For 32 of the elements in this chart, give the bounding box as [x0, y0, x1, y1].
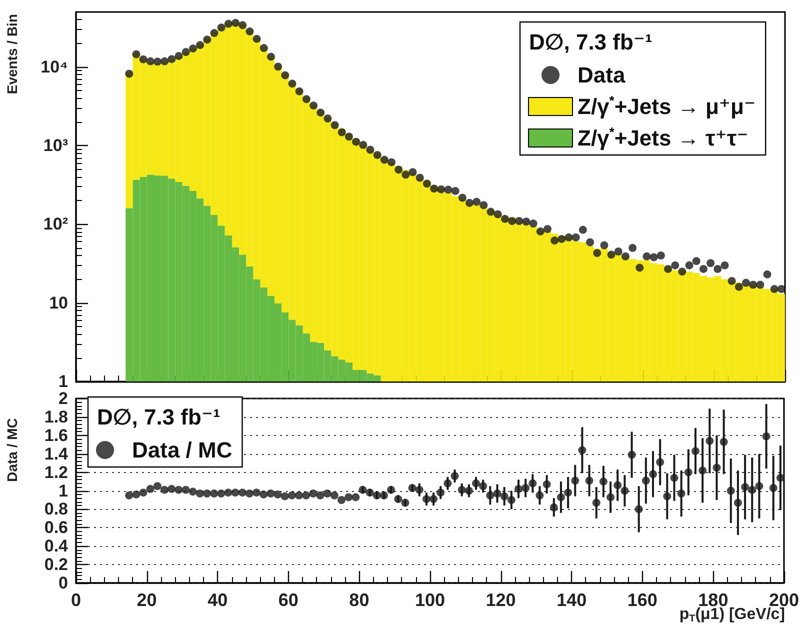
y-tick-label: 10²: [43, 214, 68, 234]
y-tick-label: 1.2: [44, 462, 68, 482]
y-tick-label: 2: [58, 389, 68, 408]
y-tick-label: 0.2: [44, 555, 68, 574]
x-tick-label: 40: [208, 590, 228, 610]
legend-title: D∅, 7.3 fb⁻¹: [97, 404, 220, 430]
x-tick-label: 20: [136, 590, 157, 610]
x-tick-label: 120: [486, 590, 516, 610]
y-tick-label: 0.6: [44, 518, 68, 538]
y-tick-label: 1.8: [44, 407, 68, 426]
y-tick-label: 1.6: [44, 426, 68, 445]
y-tick-label: 1: [58, 372, 68, 391]
y-axis-title: Data / MC: [4, 418, 20, 482]
y-axis-title: Events / Bin: [4, 14, 20, 94]
y-tick-label: 10⁴: [40, 57, 68, 76]
y-tick-label: 1.4: [44, 444, 69, 464]
x-tick-label: 60: [278, 590, 298, 610]
x-tick-label: 160: [627, 590, 658, 610]
x-tick-label: 100: [414, 590, 446, 610]
legend-label: Data: [578, 62, 626, 88]
y-tick-label: 0: [58, 574, 68, 592]
y-tick-label: 10: [49, 293, 68, 312]
y-tick-label: 1: [58, 481, 68, 500]
legend-label: Data / MC: [132, 438, 232, 462]
y-tick-label: 0.4: [44, 536, 69, 556]
x-tick-label: 80: [349, 590, 370, 610]
y-tick-label: 0.8: [44, 500, 68, 519]
legend-label: Z/γ*+Jets → τ⁺τ⁻: [578, 124, 748, 150]
x-tick-label: 140: [556, 590, 587, 610]
legend-title: D∅, 7.3 fb⁻¹: [529, 30, 652, 54]
legend-label: Z/γ*+Jets → μ⁺μ⁻: [578, 93, 756, 119]
y-tick-label: 10³: [43, 136, 68, 156]
